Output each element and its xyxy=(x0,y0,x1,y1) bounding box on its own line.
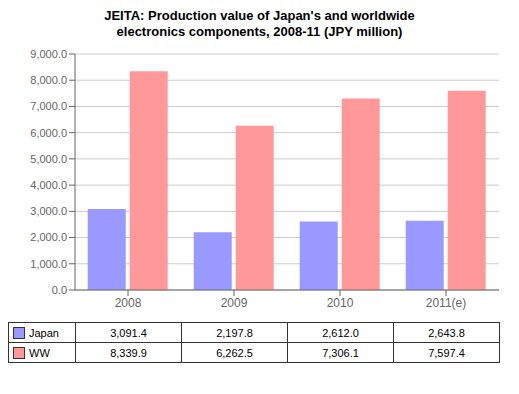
svg-text:7,000.0: 7,000.0 xyxy=(30,100,67,112)
svg-text:2,000.0: 2,000.0 xyxy=(30,231,67,243)
html-text:2,197.8: 2,197.8 xyxy=(216,326,253,339)
svg-text:2011(e): 2011(e) xyxy=(426,296,466,310)
html-text:8,339.9: 8,339.9 xyxy=(110,346,147,359)
svg-text:6,000.0: 6,000.0 xyxy=(30,127,67,139)
svg-text:9,000.0: 9,000.0 xyxy=(30,48,67,60)
svg-text:1,000.0: 1,000.0 xyxy=(30,258,67,270)
svg-text:5,000.0: 5,000.0 xyxy=(30,153,67,165)
html-text:3,091.4: 3,091.4 xyxy=(110,326,147,339)
html-text:7,597.4: 7,597.4 xyxy=(428,346,465,359)
html-text:WW: WW xyxy=(29,347,50,359)
svg-text:8,000.0: 8,000.0 xyxy=(30,74,67,86)
svg-text:2010: 2010 xyxy=(327,296,354,310)
svg-text:2008: 2008 xyxy=(115,296,142,310)
html-text:2,612.0: 2,612.0 xyxy=(322,326,359,339)
svg-text:4,000.0: 4,000.0 xyxy=(30,179,67,191)
html-text:2,643.8: 2,643.8 xyxy=(428,326,465,339)
svg-text:3,000.0: 3,000.0 xyxy=(30,205,67,217)
html-text:Japan: Japan xyxy=(29,327,59,339)
html-text:6,262.5: 6,262.5 xyxy=(216,346,253,359)
html-text:7,306.1: 7,306.1 xyxy=(322,346,359,359)
svg-text:2009: 2009 xyxy=(221,296,248,310)
svg-text:0.0: 0.0 xyxy=(52,284,67,296)
html-text:JEITA: Production value of Jap: JEITA: Production value of Japan's and w… xyxy=(104,8,415,39)
